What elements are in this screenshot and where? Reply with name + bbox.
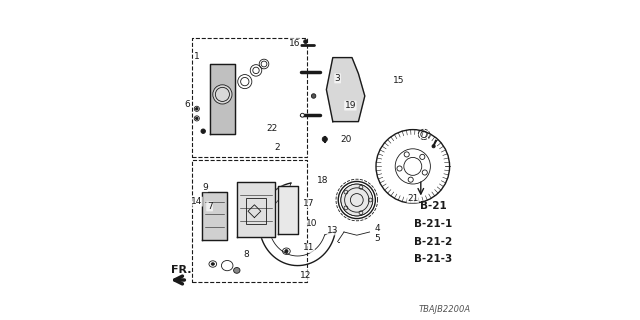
Text: FR.: FR.: [170, 265, 191, 275]
Text: 21: 21: [407, 194, 419, 203]
Bar: [246, 198, 266, 224]
Text: 7: 7: [207, 202, 212, 211]
Text: B-21-2: B-21-2: [415, 236, 452, 247]
Polygon shape: [202, 192, 227, 240]
Text: 18: 18: [317, 176, 329, 185]
Text: 5: 5: [375, 234, 380, 243]
Text: 9: 9: [202, 183, 207, 192]
Text: 22: 22: [266, 124, 278, 132]
Ellipse shape: [312, 94, 316, 98]
Ellipse shape: [212, 85, 232, 104]
Text: 16: 16: [289, 39, 300, 48]
Text: 6: 6: [184, 100, 190, 108]
Ellipse shape: [201, 129, 205, 133]
Text: TBAJB2200A: TBAJB2200A: [419, 305, 470, 314]
Ellipse shape: [323, 137, 328, 142]
Polygon shape: [326, 58, 365, 122]
Text: 14: 14: [191, 197, 202, 206]
Text: 4: 4: [375, 224, 380, 233]
Text: B-21: B-21: [420, 201, 447, 212]
Ellipse shape: [432, 145, 435, 148]
Text: 19: 19: [345, 101, 356, 110]
Ellipse shape: [196, 108, 198, 110]
Ellipse shape: [340, 184, 372, 216]
Text: 3: 3: [335, 74, 340, 83]
Ellipse shape: [285, 250, 288, 253]
Text: 2: 2: [274, 143, 280, 152]
Ellipse shape: [304, 40, 308, 44]
Text: 17: 17: [303, 199, 314, 208]
Polygon shape: [210, 64, 236, 134]
Ellipse shape: [301, 113, 305, 117]
Text: 1: 1: [194, 52, 200, 60]
Text: B-21-1: B-21-1: [415, 219, 452, 229]
Text: 15: 15: [393, 76, 404, 84]
Ellipse shape: [211, 263, 214, 265]
Text: 10: 10: [307, 220, 317, 228]
Text: 12: 12: [300, 271, 311, 280]
Text: 13: 13: [327, 226, 339, 235]
Ellipse shape: [234, 268, 240, 273]
Text: 20: 20: [340, 135, 351, 144]
Text: B-21-3: B-21-3: [415, 254, 452, 264]
Polygon shape: [237, 182, 275, 237]
Ellipse shape: [196, 117, 198, 120]
Polygon shape: [278, 186, 298, 234]
Text: 8: 8: [244, 250, 249, 259]
Text: 11: 11: [303, 244, 314, 252]
